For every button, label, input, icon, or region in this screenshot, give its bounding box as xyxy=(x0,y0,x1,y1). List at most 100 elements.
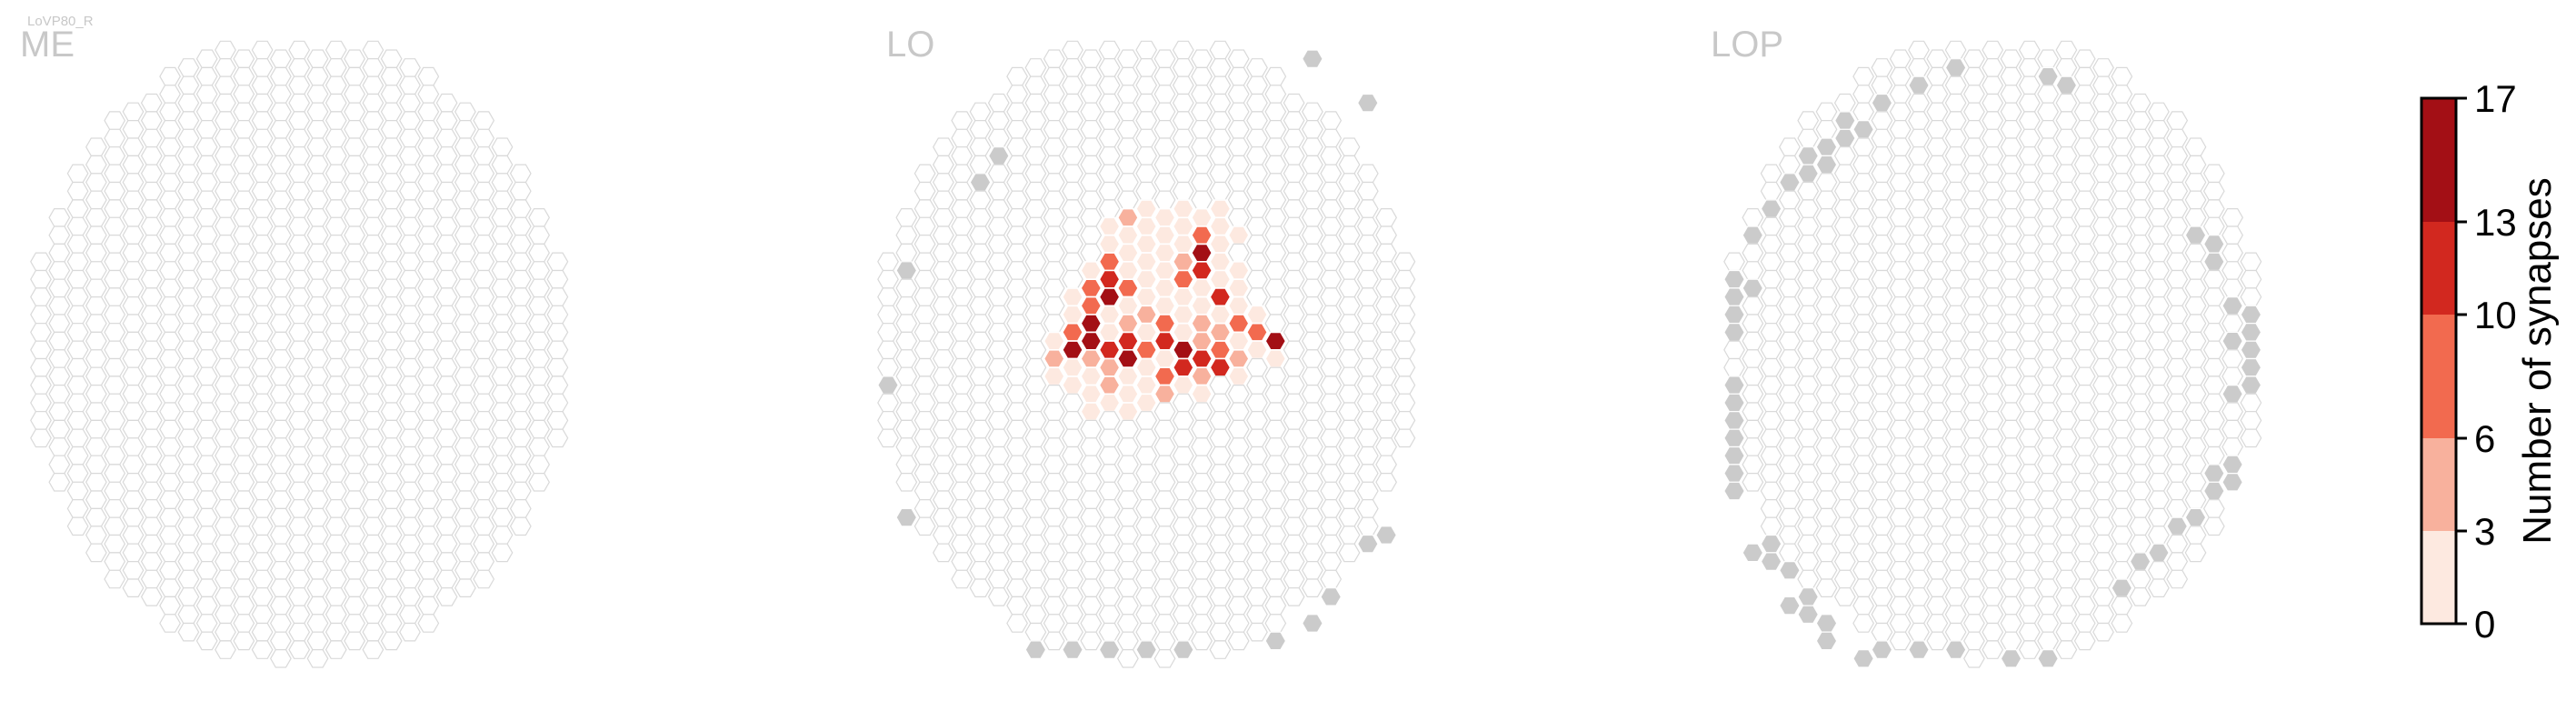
column-hex xyxy=(1264,526,1287,545)
column-hex xyxy=(1833,428,1856,448)
column-hex xyxy=(1264,419,1287,439)
column-hex xyxy=(140,93,163,113)
column-hex xyxy=(1852,543,1874,563)
column-hex xyxy=(1062,164,1083,184)
column-hex xyxy=(270,507,292,527)
column-hex xyxy=(1135,569,1158,589)
column-hex xyxy=(1982,128,2004,148)
column-hex xyxy=(2000,402,2022,421)
column-hex xyxy=(2073,578,2096,598)
column-hex xyxy=(2202,216,2225,236)
column-hex xyxy=(288,164,311,184)
column-hex xyxy=(1926,596,1949,616)
outside-column-hex xyxy=(2129,552,2152,571)
column-hex xyxy=(380,402,403,421)
column-hex xyxy=(1944,516,1967,536)
column-hex xyxy=(159,366,181,386)
column-hex xyxy=(1815,578,1838,598)
column-hex xyxy=(1815,296,1838,315)
column-hex xyxy=(1080,225,1103,245)
column-hex xyxy=(306,278,329,298)
outside-column-hex xyxy=(877,376,899,395)
column-hex xyxy=(895,385,918,404)
column-hex xyxy=(1043,578,1065,598)
column-hex xyxy=(435,305,458,325)
column-hex xyxy=(233,631,255,651)
column-hex xyxy=(2037,560,2059,580)
column-hex xyxy=(969,490,992,510)
column-hex xyxy=(2073,190,2096,210)
column-hex xyxy=(454,155,476,175)
column-hex xyxy=(104,534,126,554)
column-hex xyxy=(306,208,329,227)
column-hex xyxy=(969,190,992,210)
column-hex xyxy=(1062,93,1083,113)
column-hex xyxy=(2092,376,2114,395)
outside-column-hex xyxy=(2240,340,2262,360)
column-hex xyxy=(1908,287,1930,306)
column-hex xyxy=(306,596,329,616)
column-hex xyxy=(2092,552,2114,571)
column-hex xyxy=(1283,552,1305,571)
column-hex xyxy=(1963,472,1985,492)
column-hex xyxy=(454,507,476,527)
column-hex xyxy=(1815,261,1838,280)
column-hex xyxy=(1191,631,1213,651)
column-hex xyxy=(1246,569,1268,589)
column-hex xyxy=(1264,455,1287,475)
column-hex xyxy=(2148,261,2170,280)
column-hex xyxy=(1982,411,2004,430)
column-hex xyxy=(454,296,476,315)
column-hex xyxy=(1833,340,1856,360)
colorbar-tick-label: 6 xyxy=(2474,417,2495,460)
column-hex xyxy=(1852,560,1874,580)
column-hex xyxy=(233,560,255,580)
column-hex xyxy=(1227,402,1250,421)
synapse-column-hex xyxy=(1172,234,1194,254)
column-hex xyxy=(2018,481,2041,501)
column-hex xyxy=(1172,464,1194,483)
column-hex xyxy=(85,472,107,492)
column-hex xyxy=(1982,111,2004,130)
outside-column-hex xyxy=(1723,481,1745,501)
column-hex xyxy=(2111,137,2133,156)
column-hex xyxy=(2073,560,2096,580)
column-hex xyxy=(1117,543,1139,563)
column-hex xyxy=(177,181,200,201)
column-hex xyxy=(30,323,52,342)
column-hex xyxy=(66,199,89,218)
column-hex xyxy=(306,578,329,598)
column-hex xyxy=(417,120,440,139)
column-hex xyxy=(2222,437,2243,456)
column-hex xyxy=(1338,437,1361,456)
column-hex xyxy=(895,243,918,263)
column-hex xyxy=(1320,340,1343,360)
column-hex xyxy=(288,499,311,518)
column-hex xyxy=(1117,137,1139,156)
column-hex xyxy=(270,419,292,439)
column-hex xyxy=(2184,190,2207,210)
column-hex xyxy=(2037,631,2059,651)
column-hex xyxy=(1320,552,1343,571)
column-hex xyxy=(270,366,292,386)
column-hex xyxy=(2129,164,2152,184)
column-hex xyxy=(1024,235,1047,254)
column-hex xyxy=(1024,376,1047,395)
column-hex xyxy=(215,287,236,306)
column-hex xyxy=(48,349,71,368)
column-hex xyxy=(306,102,329,122)
column-hex xyxy=(362,622,384,642)
column-hex xyxy=(987,164,1010,184)
column-hex xyxy=(1264,543,1287,563)
column-hex xyxy=(473,569,495,589)
column-hex xyxy=(1963,296,1985,315)
column-hex xyxy=(2111,261,2133,280)
column-hex xyxy=(30,269,52,289)
column-hex xyxy=(1338,366,1361,386)
column-hex xyxy=(1246,128,1268,148)
outside-column-hex xyxy=(1944,640,1967,659)
column-hex xyxy=(288,216,311,236)
synapse-column-hex xyxy=(1227,225,1250,245)
column-hex xyxy=(270,261,292,280)
